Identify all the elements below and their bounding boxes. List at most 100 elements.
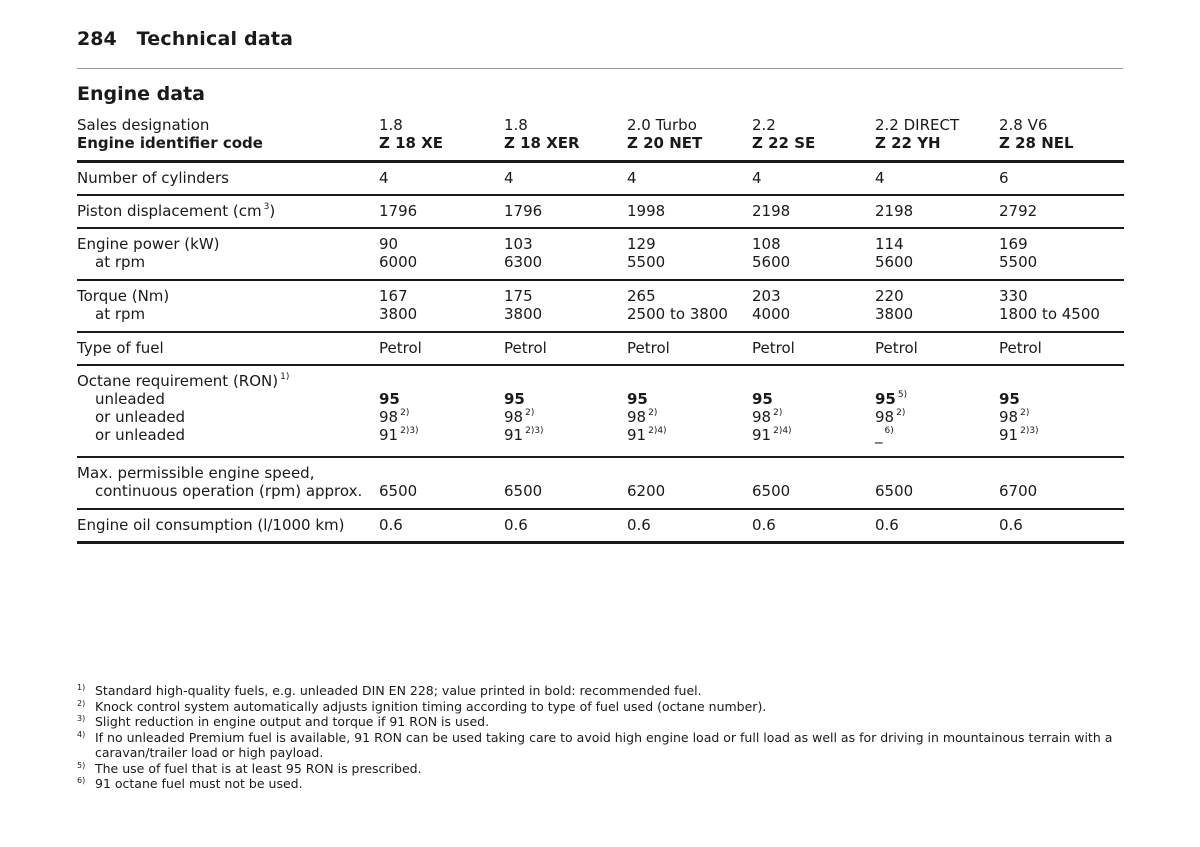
table-row-power: Engine power (kW) at rpm 90 6000 103 6300 1… [77, 228, 1124, 280]
table-cell: Petrol [627, 339, 670, 357]
footnote-text: Slight reduction in engine output and to… [95, 714, 490, 729]
row-label: Sales designation Engine identifier code [77, 114, 379, 162]
table-cell: 6500 [752, 482, 791, 500]
row-label: Max. permissible engine speed, continuous… [77, 457, 379, 509]
table-cell: 95 98 2) 91 2)3) [504, 390, 544, 444]
footnote-text: Knock control system automatically adjus… [95, 698, 767, 714]
table-header-row: Sales designation Engine identifier code… [77, 114, 1124, 162]
footnote: 1) Standard high-quality fuels, e.g. unle… [77, 683, 1123, 699]
table-cell: 95 98 2) 91 2)3) [999, 390, 1039, 444]
footnote: 2) Knock control system automatically adj… [77, 699, 1123, 715]
footnote: 4) If no unleaded Premium fuel is availab… [77, 730, 1123, 761]
table-cell: 1796 [379, 202, 418, 220]
table-row-fuel: Type of fuel Petrol Petrol Petrol Petrol… [77, 332, 1124, 365]
power-label: Engine power (kW) [77, 235, 220, 253]
table-cell: 4 [627, 169, 637, 187]
displacement-label-end: ) [269, 202, 276, 220]
footnote-mark: 1) [77, 683, 86, 692]
footnote-mark: 5) [77, 760, 86, 770]
table-row-octane: Octane requirement (RON) 1) unleaded or u… [77, 365, 1124, 457]
page-title: Technical data [136, 28, 294, 50]
torque-rpm-label: at rpm [95, 305, 146, 323]
column-header: 2.2 Z 22 SE [752, 114, 875, 162]
column-header: 2.8 V6 Z 28 NEL [999, 114, 1124, 162]
sales-designation: 2.2 DIRECT [875, 116, 960, 134]
table-cell: 6700 [999, 482, 1038, 500]
row-label: Torque (Nm) at rpm [77, 280, 379, 332]
table-cell: 1796 [504, 202, 543, 220]
octane-or-unleaded-label: or unleaded [95, 426, 185, 444]
table-cell: Petrol [875, 339, 918, 357]
header-divider [77, 68, 1123, 69]
table-cell: 0.6 [627, 516, 651, 534]
table-cell: 6500 [875, 482, 914, 500]
footnote-mark: 2) [77, 698, 86, 708]
table-cell: 95 98 2) 91 2)4) [627, 390, 667, 444]
table-cell: 108 5600 [752, 235, 791, 271]
footnote-text: 91 octane fuel must not be used. [95, 776, 303, 791]
footnote-mark: 6) [77, 776, 86, 785]
table-cell: Petrol [379, 339, 422, 357]
table-cell: 203 4000 [752, 287, 791, 323]
engine-code: Z 22 SE [752, 134, 816, 152]
table-cell: 167 3800 [379, 287, 418, 323]
octane-or-unleaded-label: or unleaded [95, 408, 185, 426]
footnote-text: If no unleaded Premium fuel is available… [95, 729, 1113, 761]
table-cell: 265 2500 to 3800 [627, 287, 728, 323]
table-cell: 4 [752, 169, 762, 187]
row-label: Engine power (kW) at rpm [77, 228, 379, 280]
table-cell: 4 [379, 169, 389, 187]
table-cell: 220 3800 [875, 287, 914, 323]
table-cell: 2198 [752, 202, 791, 220]
octane-label: Octane requirement (RON) [77, 372, 279, 390]
table-cell: 175 3800 [504, 287, 543, 323]
sales-designation: 1.8 [504, 116, 528, 134]
table-cell: 6200 [627, 482, 666, 500]
footnote: 3) Slight reduction in engine output and … [77, 714, 1123, 730]
table-cell: 0.6 [504, 516, 528, 534]
table-row-cylinders: Number of cylinders 4 4 4 4 4 6 [77, 162, 1124, 195]
page-number: 284 [77, 28, 117, 50]
row-label: Octane requirement (RON) 1) unleaded or u… [77, 365, 379, 457]
table-cell: 2792 [999, 202, 1038, 220]
table-cell: 129 5500 [627, 235, 666, 271]
table-cell: 4 [875, 169, 885, 187]
column-header: 1.8 Z 18 XER [504, 114, 627, 162]
column-header: 1.8 Z 18 XE [379, 114, 504, 162]
row-label: Engine oil consumption (l/1000 km) [77, 516, 345, 534]
footnote: 5) The use of fuel that is at least 95 RO… [77, 761, 1123, 777]
table-cell: 95 98 2) 91 2)3) [379, 390, 419, 444]
table-cell: 114 5600 [875, 235, 914, 271]
table-cell: Petrol [999, 339, 1042, 357]
table-cell: 0.6 [752, 516, 776, 534]
table-row-oil-consumption: Engine oil consumption (l/1000 km) 0.6 0… [77, 509, 1124, 543]
sales-designation-label: Sales designation [77, 116, 210, 134]
superscript: 3 [263, 202, 270, 212]
table-cell: 0.6 [379, 516, 403, 534]
table-cell: 90 6000 [379, 235, 418, 271]
engine-code: Z 18 XE [379, 134, 444, 152]
displacement-label: Piston displacement (cm [77, 202, 262, 220]
engine-code: Z 18 XER [504, 134, 580, 152]
footnotes: 1) Standard high-quality fuels, e.g. unle… [77, 683, 1123, 792]
engine-code: Z 20 NET [627, 134, 703, 152]
speed-sublabel: continuous operation (rpm) approx. [95, 482, 363, 500]
page-header: 284 Technical data [77, 28, 293, 56]
row-label: Number of cylinders [77, 169, 229, 187]
sales-designation: 1.8 [379, 116, 403, 134]
table-cell: 95 98 2) 91 2)4) [752, 390, 792, 444]
table-row-engine-speed: Max. permissible engine speed, continuous… [77, 457, 1124, 509]
table-cell: 1998 [627, 202, 666, 220]
table-cell: 6 [999, 169, 1009, 187]
footnote-mark: 4) [77, 729, 86, 739]
footnote-text: Standard high-quality fuels, e.g. unlead… [95, 683, 702, 698]
table-cell: 0.6 [875, 516, 899, 534]
sales-designation: 2.8 V6 [999, 116, 1048, 134]
table-cell: Petrol [752, 339, 795, 357]
engine-code: Z 22 YH [875, 134, 941, 152]
row-label: Type of fuel [77, 339, 164, 357]
section-title: Engine data [77, 83, 205, 105]
table-cell: 4 [504, 169, 514, 187]
footnote: 6) 91 octane fuel must not be used. [77, 776, 1123, 792]
footnote-text: The use of fuel that is at least 95 RON … [95, 760, 422, 776]
